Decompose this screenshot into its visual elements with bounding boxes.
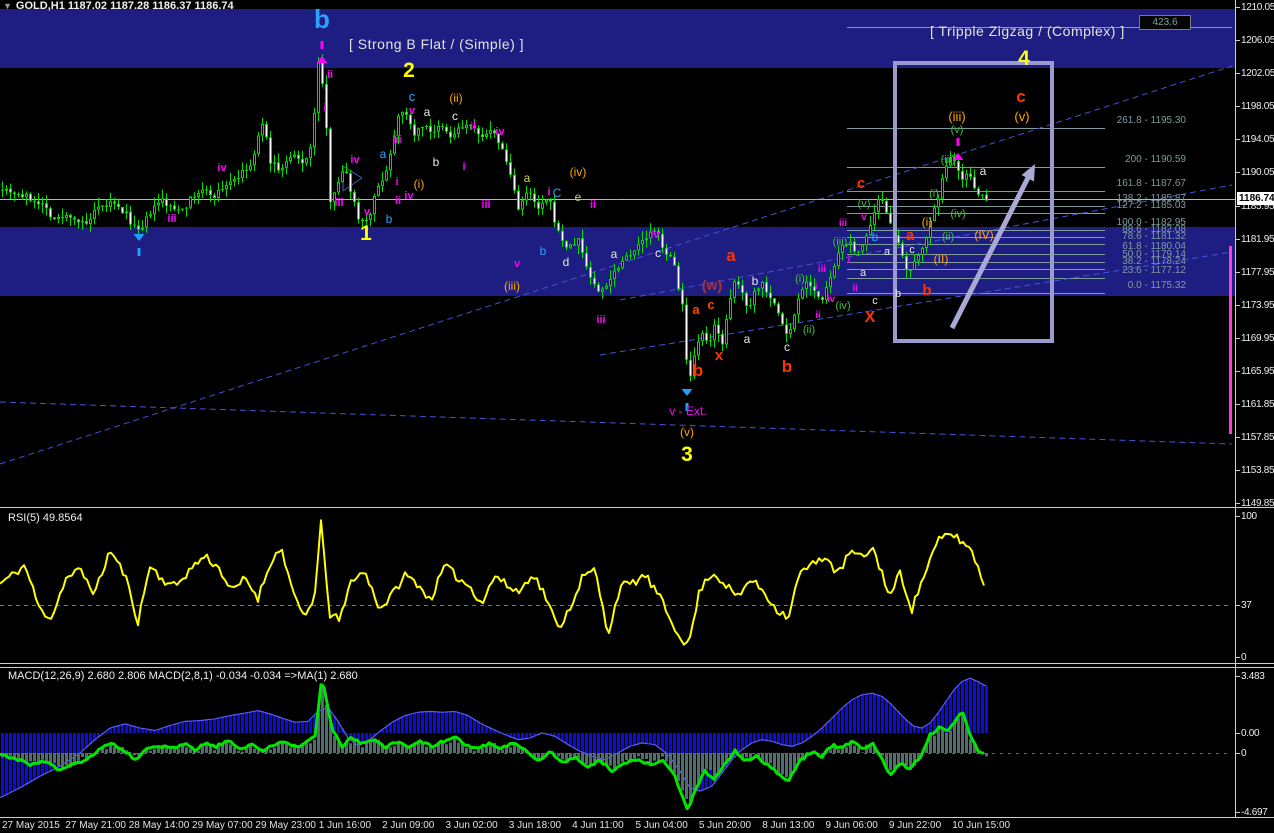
scale-tick xyxy=(1236,503,1240,504)
price-scale-label: 1169.95 xyxy=(1241,333,1274,344)
scale-tick xyxy=(1236,753,1240,754)
scale-tick xyxy=(1236,404,1240,405)
fib-extension-badge: 423.6 xyxy=(1139,15,1191,30)
time-axis-label: 4 Jun 11:00 xyxy=(572,820,624,831)
time-axis-label: 10 Jun 15:00 xyxy=(952,820,1011,831)
time-axis-label: 8 Jun 13:00 xyxy=(762,820,815,831)
scale-tick xyxy=(1236,676,1240,677)
pane-separator[interactable] xyxy=(0,507,1274,508)
price-scale-label: 1185.95 xyxy=(1241,201,1274,212)
price-scale-label: 1153.85 xyxy=(1241,465,1274,476)
time-axis-label: 29 May 07:00 xyxy=(192,820,253,831)
scale-tick xyxy=(1236,139,1240,140)
price-scale-label: 1210.05 xyxy=(1241,2,1274,13)
time-axis-label: 3 Jun 02:00 xyxy=(445,820,498,831)
pattern-label-left: [ Strong B Flat / (Simple) ] xyxy=(349,36,525,52)
time-axis-label: 28 May 14:00 xyxy=(128,820,190,831)
pane-separator xyxy=(0,667,1274,668)
macd-scale-label: 3.483 xyxy=(1241,671,1265,682)
scale-tick xyxy=(1236,40,1240,41)
time-axis-label: 29 May 23:00 xyxy=(255,820,316,831)
price-scale-label: 1161.85 xyxy=(1241,399,1274,410)
rsi-indicator-canvas[interactable] xyxy=(0,509,1236,662)
price-scale-label: 1202.05 xyxy=(1241,68,1274,79)
price-scale-label: 1165.95 xyxy=(1241,366,1274,377)
macd-indicator-canvas[interactable] xyxy=(0,668,1236,816)
time-axis-label: 3 Jun 18:00 xyxy=(508,820,562,831)
scale-tick xyxy=(1236,73,1240,74)
rsi-scale-label: 0 xyxy=(1241,652,1247,663)
macd-scale-label: 0 xyxy=(1241,748,1247,759)
scale-tick xyxy=(1236,272,1240,273)
scale-tick xyxy=(1236,305,1240,306)
scale-tick xyxy=(1236,605,1240,606)
price-scale-label: 1206.05 xyxy=(1241,35,1274,46)
scale-tick xyxy=(1236,437,1240,438)
scale-tick xyxy=(1236,657,1240,658)
scale-tick xyxy=(1236,812,1240,813)
symbol-title[interactable]: ▼ GOLD,H1 1187.02 1187.28 1186.37 1186.74 xyxy=(3,0,234,12)
rsi-label: RSI(5) 49.8564 xyxy=(8,512,83,524)
time-axis-label: 9 Jun 06:00 xyxy=(825,820,878,831)
price-scale-label: 1173.95 xyxy=(1241,300,1274,311)
scale-tick xyxy=(1236,338,1240,339)
price-scale-label: 1190.05 xyxy=(1241,167,1274,178)
scale-tick xyxy=(1236,239,1240,240)
price-scale-label: 1194.05 xyxy=(1241,134,1274,145)
scale-tick xyxy=(1236,106,1240,107)
scale-tick xyxy=(1236,206,1240,207)
price-scale-label: 1181.95 xyxy=(1241,234,1274,245)
rsi-scale-label: 37 xyxy=(1241,600,1252,611)
time-axis-label: 1 Jun 16:00 xyxy=(318,820,372,831)
time-axis-label: 2 Jun 09:00 xyxy=(382,820,435,831)
pane-separator xyxy=(0,817,1274,818)
time-axis-label: 5 Jun 20:00 xyxy=(698,820,752,831)
scale-tick xyxy=(1236,470,1240,471)
time-axis-label: 9 Jun 22:00 xyxy=(888,820,942,831)
macd-scale-label: 0.00 xyxy=(1241,728,1260,739)
pattern-label-right: [ Tripple Zigzag / (Complex) ] xyxy=(930,23,1125,39)
scale-tick xyxy=(1236,516,1240,517)
time-axis-label: 27 May 21:00 xyxy=(65,820,126,831)
scale-tick xyxy=(1236,7,1240,8)
price-scale-label: 1157.85 xyxy=(1241,432,1274,443)
time-axis-label: 5 Jun 04:00 xyxy=(635,820,688,831)
main-chart-canvas[interactable] xyxy=(0,0,1236,507)
time-axis-label: 27 May 2015 xyxy=(2,820,60,831)
collapse-triangle-icon[interactable]: ▼ xyxy=(3,1,12,11)
price-scale-border xyxy=(1235,0,1236,817)
rsi-scale-label: 100 xyxy=(1241,511,1257,522)
price-scale-label: 1198.05 xyxy=(1241,101,1274,112)
current-price-marker: 1186.74 xyxy=(1237,192,1274,205)
scale-tick xyxy=(1236,371,1240,372)
macd-label: MACD(12,26,9) 2.680 2.806 MACD(2,8,1) -0… xyxy=(8,670,358,682)
pane-separator[interactable] xyxy=(0,663,1274,664)
scale-tick xyxy=(1236,172,1240,173)
symbol-quote-text: GOLD,H1 1187.02 1187.28 1186.37 1186.74 xyxy=(15,0,234,12)
price-scale-label: 1177.95 xyxy=(1241,267,1274,278)
scale-tick xyxy=(1236,733,1240,734)
